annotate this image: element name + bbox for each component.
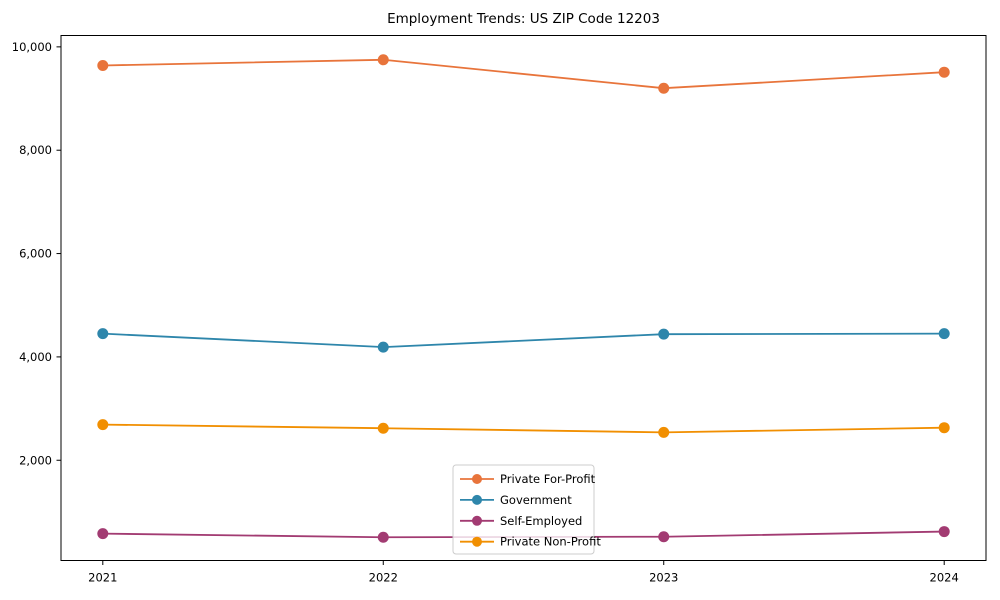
legend-marker-government [472, 494, 482, 505]
data-point-government-2024 [938, 328, 950, 340]
x-axis-tick-label: 2023 [649, 571, 678, 585]
data-point-private-non-profit-2024 [938, 422, 950, 434]
data-point-private-for-profit-2023 [658, 82, 670, 94]
data-point-private-non-profit-2021 [97, 419, 109, 431]
data-point-government-2021 [97, 328, 109, 340]
legend-marker-private-for-profit [472, 474, 482, 484]
series-line-private-for-profit [102, 58, 945, 90]
legend-label-private-for-profit: Private For-Profit [500, 472, 596, 486]
data-point-self-employed-2022 [377, 531, 389, 543]
x-axis-tick-label: 2022 [369, 571, 398, 585]
legend-box [452, 464, 595, 555]
y-axis-tick-label: 8,000 [19, 143, 52, 157]
series-line-government [102, 332, 945, 348]
data-point-self-employed-2024 [938, 526, 950, 538]
data-point-private-for-profit-2021 [97, 59, 109, 71]
data-point-self-employed-2023 [658, 531, 670, 543]
legend-label-private-non-profit: Private Non-Profit [500, 535, 601, 549]
legend-marker-private-non-profit [472, 536, 482, 547]
data-point-private-for-profit-2022 [377, 54, 389, 66]
y-axis-tick-label: 4,000 [19, 350, 52, 364]
y-axis-tick-label: 2,000 [19, 453, 52, 467]
y-axis-tick-label: 6,000 [19, 247, 52, 261]
data-point-government-2023 [658, 328, 670, 340]
data-point-private-non-profit-2023 [658, 426, 670, 438]
legend-label-self-employed: Self-Employed [500, 514, 582, 528]
data-point-government-2022 [377, 341, 389, 353]
plot-border [60, 35, 987, 561]
x-axis-tick-label: 2024 [930, 571, 959, 585]
chart-title: Employment Trends: US ZIP Code 12203 [387, 11, 660, 27]
data-point-self-employed-2021 [97, 528, 109, 540]
series-line-private-non-profit [102, 423, 945, 434]
legend-label-government: Government [500, 493, 572, 507]
data-point-private-non-profit-2022 [377, 422, 389, 434]
legend-marker-self-employed [472, 515, 482, 526]
data-point-private-for-profit-2024 [938, 66, 950, 78]
x-axis-tick-label: 2021 [88, 571, 117, 585]
y-axis-tick-label: 10,000 [12, 40, 52, 54]
